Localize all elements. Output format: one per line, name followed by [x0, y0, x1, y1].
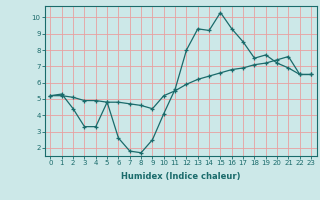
X-axis label: Humidex (Indice chaleur): Humidex (Indice chaleur): [121, 172, 241, 181]
